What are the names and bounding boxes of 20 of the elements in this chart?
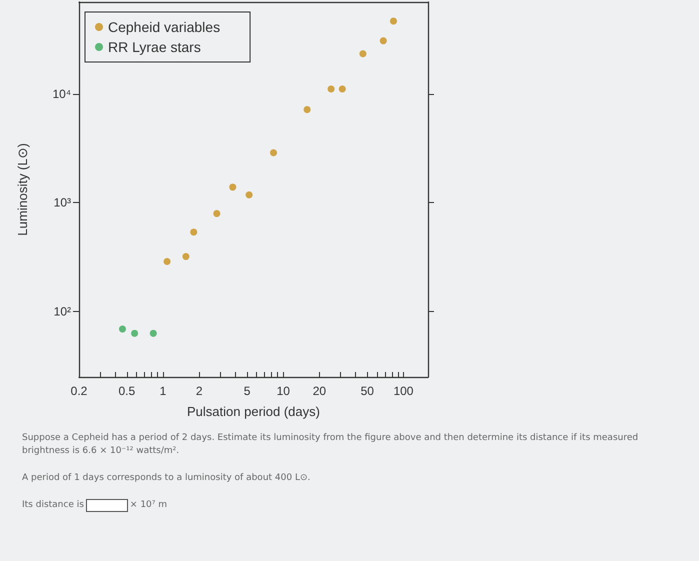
text: Its distance is <box>22 499 84 512</box>
x-tick-label: 20 <box>312 384 326 398</box>
x-tick-label: 0.5 <box>118 384 136 398</box>
text: Suppose a Cepheid has a period of 2 days. Estimate its luminosity from the figure above and then determine its distance if its measured brightness is 6.6 × 10⁻¹² watts/m². <box>22 433 638 456</box>
y-tick-label: 10⁴ <box>52 86 71 101</box>
y-tick-label: 10² <box>54 304 72 319</box>
y-axis-title: Luminosity (L⊙) <box>15 143 30 236</box>
x-tick-label: 0.2 <box>70 384 88 398</box>
x-tick-label: 10 <box>276 384 290 398</box>
x-tick-label: 5 <box>244 384 251 398</box>
text: A period of 1 days corresponds to a luminosity of about 400 L⊙. <box>22 473 310 483</box>
y-tick-label: 10³ <box>54 196 72 210</box>
x-axis-title: Pulsation period (days) <box>187 404 320 419</box>
x-tick-label: 1 <box>160 384 167 398</box>
text: × 10⁷ m <box>130 499 168 512</box>
legend-label: Cepheid variables <box>108 19 220 35</box>
x-tick-label: 50 <box>360 384 374 398</box>
x-tick-label: 2 <box>196 384 203 398</box>
legend-label: RR Lyrae stars <box>108 39 201 55</box>
x-tick-label: 100 <box>393 384 414 398</box>
